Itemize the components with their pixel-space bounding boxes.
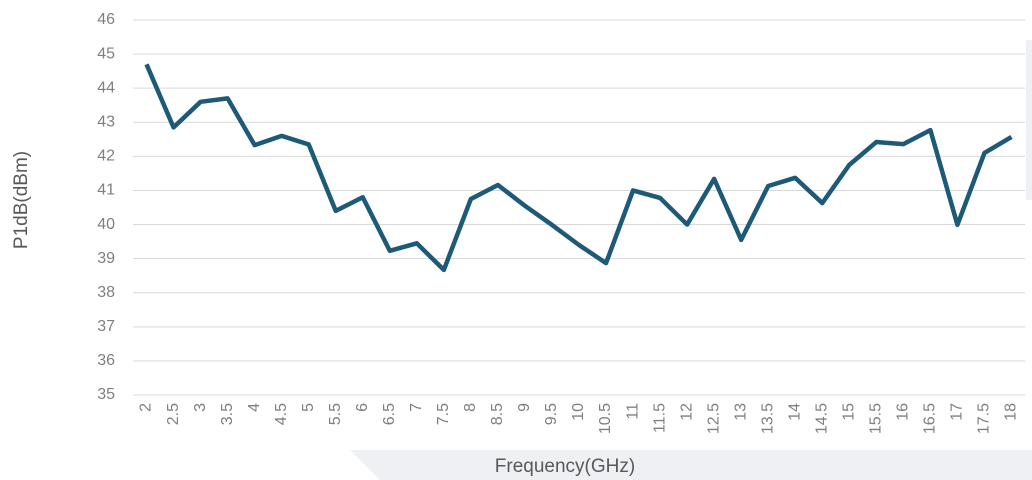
x-tick-label: 7 (408, 403, 425, 412)
x-tick-label: 11 (624, 403, 641, 420)
x-tick-label: 5.5 (327, 403, 344, 425)
y-tick-label: 37 (97, 318, 115, 335)
x-tick-label: 10 (570, 403, 587, 421)
x-tick-label: 11.5 (651, 403, 668, 433)
y-tick-label: 46 (97, 11, 115, 28)
x-tick-label: 18 (1003, 403, 1020, 421)
x-tick-label: 17.5 (976, 403, 993, 434)
x-tick-label: 5 (300, 403, 317, 412)
x-tick-label: 6 (354, 403, 371, 412)
x-tick-label: 16.5 (922, 403, 939, 434)
decor (350, 450, 1032, 480)
x-tick-label: 12.5 (705, 403, 722, 434)
x-tick-label: 2.5 (165, 403, 182, 425)
x-tick-label: 7.5 (435, 403, 452, 425)
y-tick-label: 40 (97, 216, 115, 233)
x-tick-label: 13.5 (759, 403, 776, 434)
x-tick-label: 8.5 (489, 403, 506, 425)
x-tick-label: 17 (949, 403, 966, 421)
x-tick-label: 3.5 (219, 403, 236, 425)
x-tick-label: 12 (678, 403, 695, 421)
x-tick-label: 4.5 (273, 403, 290, 425)
x-tick-label: 10.5 (597, 403, 614, 434)
x-tick-label: 3 (192, 403, 209, 412)
x-tick-label: 4 (246, 403, 263, 412)
x-tick-label: 9.5 (543, 403, 560, 425)
y-tick-label: 35 (97, 386, 115, 403)
x-tick-label: 8 (462, 403, 479, 412)
y-tick-label: 43 (97, 113, 115, 130)
line (144, 63, 1013, 273)
x-tick-label: 6.5 (381, 403, 398, 425)
y-axis-title: P1dB(dBm) (11, 151, 32, 249)
decor (1026, 40, 1032, 200)
x-tick-label: 2 (138, 403, 155, 412)
x-tick-label: 13 (732, 403, 749, 421)
x-tick-label: 9 (516, 403, 533, 412)
x-tick-label: 14 (786, 403, 803, 421)
y-tick-label: 42 (97, 148, 115, 165)
x-axis-title: Frequency(GHz) (495, 456, 635, 477)
y-tick-label: 41 (97, 182, 115, 199)
y-tick-label: 39 (97, 250, 115, 267)
y-tick-label: 36 (97, 352, 115, 369)
x-tick-label: 15 (841, 403, 858, 421)
x-tick-label: 16 (895, 403, 912, 421)
y-tick-label: 45 (97, 45, 115, 62)
y-tick-label: 38 (97, 284, 115, 301)
y-tick-label: 44 (97, 79, 115, 96)
x-tick-label: 15.5 (868, 403, 885, 434)
x-tick-label: 14.5 (813, 403, 830, 434)
